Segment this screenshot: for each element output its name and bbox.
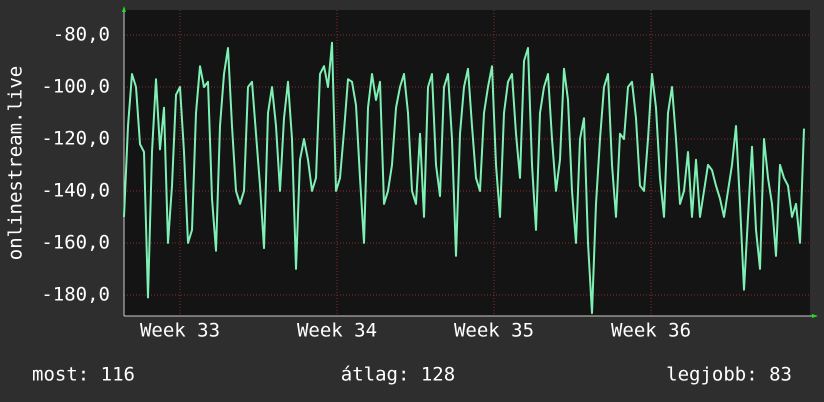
y-tick-label: -180,0 [41, 283, 110, 305]
y-tick-label: -160,0 [41, 231, 110, 253]
y-tick-label: -140,0 [41, 179, 110, 201]
x-tick-label: Week 33 [140, 320, 220, 342]
footer-stat: legjobb: 83 [666, 364, 792, 386]
y-tick-label: -80,0 [53, 23, 110, 45]
x-tick-label: Week 36 [611, 320, 691, 342]
y-tick-label: -100,0 [41, 75, 110, 97]
y-tick-label: -120,0 [41, 127, 110, 149]
x-tick-label: Week 35 [454, 320, 534, 342]
x-tick-label: Week 34 [297, 320, 377, 342]
axis-arrow [812, 314, 818, 318]
footer-stat: átlag: 128 [341, 364, 455, 386]
data-line [123, 41, 805, 315]
axis-arrow [122, 6, 126, 12]
footer-stat: most: 116 [32, 364, 135, 386]
y-axis-label: onlinestream.live [5, 66, 27, 260]
grid [124, 10, 810, 316]
